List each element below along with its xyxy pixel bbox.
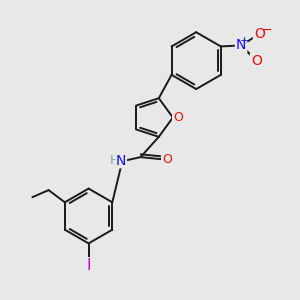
Text: O: O [173, 111, 183, 124]
Text: O: O [162, 153, 172, 166]
Text: N: N [116, 154, 126, 168]
Text: H: H [110, 154, 119, 167]
Text: O: O [251, 54, 262, 68]
Text: +: + [240, 36, 249, 46]
Text: O: O [254, 27, 265, 41]
Text: N: N [236, 38, 246, 52]
Text: I: I [86, 258, 91, 273]
Text: −: − [260, 23, 272, 37]
